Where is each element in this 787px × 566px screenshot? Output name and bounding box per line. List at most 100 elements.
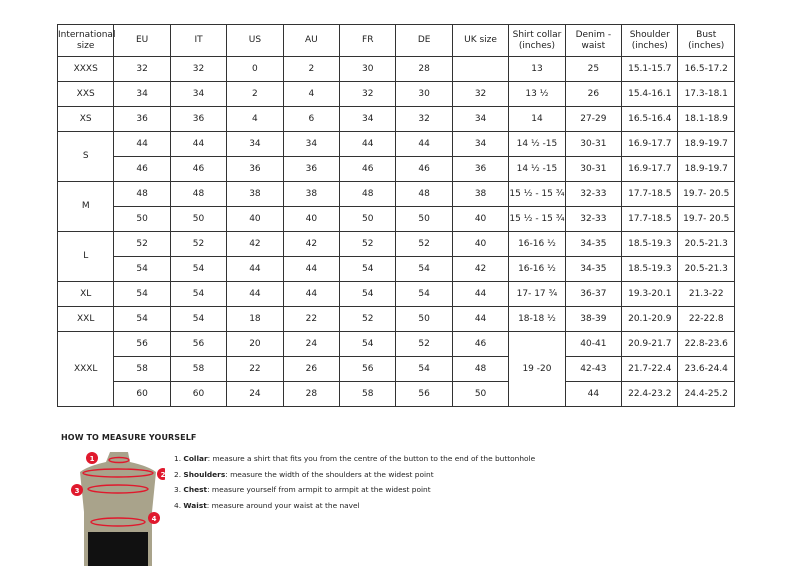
table-cell: 17.7-18.5 xyxy=(621,206,679,232)
column-header: AU xyxy=(282,24,341,57)
table-cell: 48 xyxy=(113,181,171,207)
table-cell: 14 ½ -15 xyxy=(508,131,566,157)
table-cell: 52 xyxy=(113,231,171,257)
table-cell: 4 xyxy=(282,81,341,107)
table-cell: 21.3-22 xyxy=(677,281,735,307)
table-row: XS 36 36 4 6 34 32 34 14 27-29 16.5-16.4 18.1-18.9 xyxy=(56,106,735,132)
marker-icons xyxy=(71,452,165,524)
table-cell: 19.7- 20.5 xyxy=(677,206,735,232)
table-cell: 20.5-21.3 xyxy=(677,256,735,282)
table-cell: 46 xyxy=(339,156,397,182)
table-cell: 40 xyxy=(226,206,284,232)
table-cell: 56 xyxy=(339,356,397,382)
table-cell: 32-33 xyxy=(564,181,623,207)
table-cell: 46 xyxy=(395,156,453,182)
table-cell: 54 xyxy=(169,256,228,282)
size-cell: XXL xyxy=(56,306,115,332)
table-cell: 54 xyxy=(113,281,171,307)
table-cell: 50 xyxy=(395,306,453,332)
how-to-measure-title: HOW TO MEASURE YOURSELF xyxy=(61,433,197,442)
table-cell: 40 xyxy=(451,231,510,257)
size-cell: XXXS xyxy=(56,56,115,82)
size-chart-table: International size EU IT US AU FR DE UK size Shi… xyxy=(56,24,735,407)
table-cell: 44 xyxy=(226,256,284,282)
column-header: UK size xyxy=(451,24,510,57)
marker-4: 4 xyxy=(152,515,157,523)
table-cell: 48 xyxy=(339,181,397,207)
table-cell: 54 xyxy=(169,281,228,307)
table-cell: 28 xyxy=(282,381,341,407)
table-cell: 60 xyxy=(113,381,171,407)
table-cell: 16.9-17.7 xyxy=(621,131,679,157)
table-cell: 34 xyxy=(451,106,510,132)
table-cell: 30 xyxy=(339,56,397,82)
table-cell: 17.7-18.5 xyxy=(621,181,679,207)
table-cell: 32 xyxy=(395,106,453,132)
table-cell: 14 ½ -15 xyxy=(508,156,566,182)
table-cell: 30-31 xyxy=(564,131,623,157)
table-cell: 15.4-16.1 xyxy=(621,81,679,107)
table-cell: 19.7- 20.5 xyxy=(677,181,735,207)
column-header: Bust (inches) xyxy=(677,24,735,57)
table-row: L 52 52 42 42 52 52 40 16-16 ½ 34-35 18.5-19.3 20.5… xyxy=(56,231,735,282)
table-cell: 48 xyxy=(169,181,228,207)
marker-1: 1 xyxy=(90,455,95,463)
table-cell: 40 xyxy=(282,206,341,232)
table-cell: 42 xyxy=(282,231,341,257)
table-cell: 2 xyxy=(282,56,341,82)
column-header: EU xyxy=(113,24,171,57)
table-cell: 22 xyxy=(282,306,341,332)
column-header: International size xyxy=(56,24,115,57)
table-cell: 14 xyxy=(508,106,566,132)
table-row: S 44 44 34 34 44 44 34 14 ½ -15 30-31 16.9-17.7 18.… xyxy=(56,131,735,182)
table-cell: 56 xyxy=(113,331,171,357)
table-cell: 18.1-18.9 xyxy=(677,106,735,132)
table-cell: 44 xyxy=(339,131,397,157)
table-cell: 54 xyxy=(339,331,397,357)
table-cell: 58 xyxy=(113,356,171,382)
table-cell: 34 xyxy=(169,81,228,107)
table-cell: 32 xyxy=(451,81,510,107)
collar-cell: 19 -20 xyxy=(508,331,566,407)
table-cell: 36 xyxy=(451,156,510,182)
table-cell: 34-35 xyxy=(564,231,623,257)
table-cell: 20.5-21.3 xyxy=(677,231,735,257)
table-cell: 20.9-21.7 xyxy=(621,331,679,357)
table-cell: 54 xyxy=(395,281,453,307)
table-cell: 56 xyxy=(395,381,453,407)
table-cell: 22-22.8 xyxy=(677,306,735,332)
table-cell: 38 xyxy=(451,181,510,207)
table-cell: 44 xyxy=(282,281,341,307)
table-cell: 30 xyxy=(395,81,453,107)
table-cell: 22 xyxy=(226,356,284,382)
table-cell: 60 xyxy=(169,381,228,407)
table-cell: 38 xyxy=(282,181,341,207)
table-cell: 48 xyxy=(395,181,453,207)
marker-3: 3 xyxy=(75,487,80,495)
marker-2: 2 xyxy=(161,471,165,479)
column-header: IT xyxy=(169,24,228,57)
table-cell: 50 xyxy=(113,206,171,232)
table-cell: 36 xyxy=(169,106,228,132)
torso-measurement-figure: 1 2 3 4 xyxy=(71,452,165,566)
table-row: M 48 48 38 38 48 48 38 15 ½ - 15 ¾ 32-33 17.7-18.5… xyxy=(56,181,735,232)
column-header: Denim - waist xyxy=(564,24,623,57)
table-cell: 42 xyxy=(226,231,284,257)
size-cell: XL xyxy=(56,281,115,307)
table-cell: 16.5-16.4 xyxy=(621,106,679,132)
table-cell: 44 xyxy=(451,306,510,332)
size-cell: S xyxy=(56,131,115,182)
table-cell: 17- 17 ¾ xyxy=(508,281,566,307)
table-cell: 15 ½ - 15 ¾ xyxy=(508,206,566,232)
table-cell: 44 xyxy=(226,281,284,307)
table-cell: 52 xyxy=(169,231,228,257)
table-cell: 22.4-23.2 xyxy=(621,381,679,407)
table-cell: 42 xyxy=(451,256,510,282)
table-cell: 18-18 ½ xyxy=(508,306,566,332)
table-cell: 52 xyxy=(339,231,397,257)
table-cell: 52 xyxy=(395,231,453,257)
table-cell: 32 xyxy=(169,56,228,82)
table-cell: 46 xyxy=(169,156,228,182)
table-cell: 50 xyxy=(339,206,397,232)
table-cell: 20.1-20.9 xyxy=(621,306,679,332)
